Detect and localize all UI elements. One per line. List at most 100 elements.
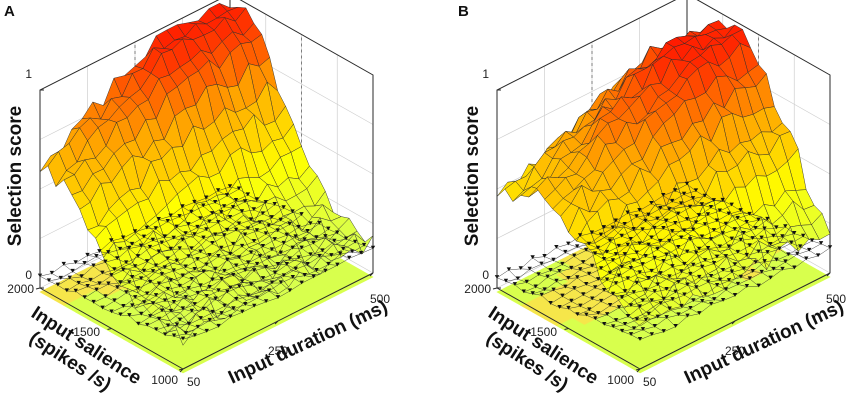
losing-score-marker [607, 238, 613, 243]
losing-score-marker [723, 221, 729, 226]
losing-score-marker [168, 213, 173, 218]
losing-score-marker [212, 199, 218, 204]
losing-score-marker [818, 241, 824, 245]
losing-score-marker [595, 245, 601, 250]
losing-score-marker [64, 288, 70, 293]
losing-score-marker [272, 237, 278, 241]
panel-a-surface [39, 3, 374, 346]
losing-score-marker [165, 323, 171, 328]
panel-b-x-tick-250: 250 [725, 344, 745, 358]
losing-score-marker [679, 269, 684, 274]
losing-score-marker [251, 268, 257, 273]
x-tick-mark [826, 272, 831, 277]
losing-score-marker [771, 266, 776, 271]
losing-score-marker [124, 290, 129, 295]
panel-b-x-tick-50: 50 [643, 375, 657, 389]
losing-score-marker [213, 296, 218, 301]
losing-score-marker [118, 280, 123, 285]
losing-score-marker [557, 268, 562, 273]
losing-score-marker [685, 313, 690, 318]
losing-score-marker [592, 251, 598, 256]
losing-score-marker [762, 226, 767, 231]
losing-score-marker [46, 278, 52, 283]
losing-score-marker [717, 244, 723, 249]
losing-score-marker [284, 262, 290, 266]
losing-score-marker [138, 276, 144, 281]
losing-score-marker [625, 210, 630, 215]
losing-score-marker [198, 216, 203, 220]
losing-score-marker [240, 279, 245, 284]
losing-score-marker [352, 239, 358, 244]
losing-score-marker [233, 227, 239, 232]
losing-score-marker [655, 282, 660, 287]
losing-score-marker [127, 280, 132, 285]
losing-score-marker [590, 296, 595, 301]
losing-score-marker [299, 280, 304, 285]
losing-score-marker [204, 195, 209, 200]
losing-score-marker [741, 231, 746, 235]
losing-score-marker [625, 276, 631, 281]
losing-score-marker [584, 312, 589, 317]
losing-score-marker [224, 227, 230, 232]
losing-score-marker [230, 241, 236, 246]
losing-score-marker [109, 273, 114, 277]
losing-score-marker [542, 254, 547, 258]
losing-score-marker [311, 240, 316, 245]
losing-score-marker [679, 235, 684, 240]
losing-score-marker [536, 272, 541, 277]
losing-score-marker [566, 241, 571, 246]
losing-score-marker [234, 297, 239, 301]
losing-score-marker [335, 262, 340, 267]
losing-score-marker [563, 284, 568, 289]
losing-score-marker [55, 282, 61, 287]
losing-score-marker [228, 285, 233, 290]
losing-score-marker [628, 236, 633, 241]
losing-score-marker [82, 261, 87, 265]
losing-score-marker [189, 276, 194, 281]
losing-score-marker [49, 270, 55, 275]
losing-score-marker [189, 308, 195, 313]
losing-score-marker [738, 274, 744, 279]
losing-score-marker [699, 234, 705, 239]
losing-score-marker [705, 279, 711, 284]
losing-score-marker [604, 277, 610, 282]
losing-score-marker [735, 249, 741, 254]
losing-score-marker [640, 262, 645, 266]
losing-score-marker [756, 283, 761, 288]
losing-score-marker [266, 255, 272, 260]
losing-score-marker [691, 262, 696, 267]
losing-score-marker [610, 258, 616, 263]
losing-score-marker [798, 244, 803, 249]
losing-score-marker [159, 240, 165, 245]
losing-score-marker [586, 271, 592, 276]
losing-score-marker [735, 281, 741, 286]
losing-score-marker [580, 260, 586, 264]
losing-score-marker [714, 218, 720, 223]
losing-score-marker [744, 219, 749, 224]
losing-score-marker [694, 285, 699, 290]
losing-score-marker [85, 252, 90, 257]
losing-score-marker [130, 303, 135, 308]
losing-score-marker [566, 275, 571, 280]
losing-score-marker [610, 225, 616, 230]
losing-score-marker [195, 324, 201, 329]
losing-score-marker [530, 291, 535, 296]
losing-score-marker [210, 277, 215, 282]
losing-score-marker [109, 238, 114, 243]
losing-score-marker [634, 280, 640, 285]
losing-score-marker [228, 251, 233, 256]
losing-score-marker [281, 273, 287, 278]
losing-score-marker [738, 208, 743, 212]
losing-score-marker [159, 272, 165, 276]
losing-score-marker [215, 188, 221, 193]
losing-score-marker [601, 257, 607, 261]
losing-score-marker [251, 239, 257, 243]
losing-score-marker [613, 281, 619, 286]
losing-score-marker [685, 282, 690, 287]
losing-score-marker [254, 197, 260, 201]
losing-score-marker [693, 188, 699, 193]
losing-score-marker [192, 266, 197, 271]
losing-score-marker [293, 266, 298, 271]
losing-score-marker [699, 264, 705, 269]
losing-score-marker [207, 317, 212, 322]
